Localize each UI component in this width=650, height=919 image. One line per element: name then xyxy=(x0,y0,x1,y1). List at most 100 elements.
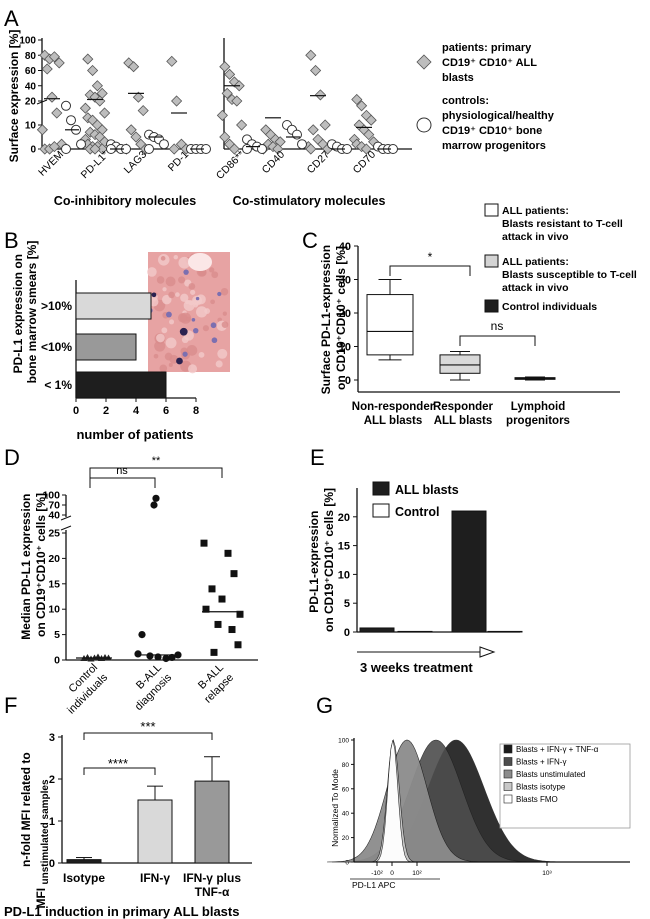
panel-f-bars xyxy=(66,756,230,864)
panel-a-patient-point xyxy=(89,143,101,155)
panel-e: E PD-L1-expression on CD19⁺CD10⁺ cells [… xyxy=(307,445,523,675)
panel-e-y-tick-label: 0 xyxy=(344,627,350,639)
panel-b-micrograph-nucleus xyxy=(217,291,222,297)
panel-f: F n-fold MFI related to MFI unstimulated… xyxy=(4,693,252,919)
panel-a-y-tick-label: 10 xyxy=(25,121,37,132)
panel-b-micrograph-cell xyxy=(159,364,168,373)
panel-e-bar xyxy=(451,510,487,633)
panel-f-y-tick-label: 1 xyxy=(49,816,55,828)
panel-b-letter: B xyxy=(4,228,19,253)
panel-c-y-tick-label: 0 xyxy=(345,375,351,387)
panel-a-patient-point xyxy=(310,64,322,77)
panel-d-ylabel-line1: Median PD-L1 expression xyxy=(19,494,33,640)
panel-d-ylabel-line2: on CD19⁺CD10⁺ cells [%] xyxy=(34,493,48,637)
panel-a-control-point xyxy=(66,115,76,126)
panel-b-micrograph-cell xyxy=(202,325,209,332)
panel-d-diagnosis-point xyxy=(168,653,176,662)
panel-e-y-tick-label: 10 xyxy=(338,569,350,581)
panel-a-patient-point xyxy=(41,63,53,75)
panel-a-patient-point xyxy=(130,131,142,143)
panel-a-y-tick-label: 40 xyxy=(25,81,37,92)
panel-a-patient-point xyxy=(137,105,149,117)
panel-g-y-tick-label: 60 xyxy=(342,786,350,793)
panel-b-micrograph-cell xyxy=(168,291,175,299)
panel-a-patient-point xyxy=(82,53,94,65)
panel-a-patient-point xyxy=(360,143,372,155)
panel-f-sig-bracket xyxy=(83,732,213,740)
panel-b-category-label: <10% xyxy=(41,340,72,354)
panel-c-y-tick-label: 10 xyxy=(339,342,351,354)
panel-a-patient-point xyxy=(216,109,228,121)
panel-b-bars: >10% <10% < 1% xyxy=(41,292,167,399)
panel-a-legend-patients: patients: primary CD19⁺ CD10⁺ ALL blasts xyxy=(442,42,540,84)
panel-a-x-label: CD70 xyxy=(351,149,379,177)
panel-g-ticks: 0 20 40 60 80 100 -10² 0 10² 10³ xyxy=(338,738,552,878)
panel-c-ticks: 0 10 20 30 40 xyxy=(339,241,358,387)
panel-b-bar xyxy=(75,333,137,361)
panel-c-y-tick-label: 30 xyxy=(339,275,351,287)
panel-g-x-tick-label: 0 xyxy=(390,870,394,877)
panel-b-micrograph-cells xyxy=(147,253,229,374)
panel-a-patient-point xyxy=(351,93,363,106)
panel-a-patient-point xyxy=(305,49,317,61)
panel-a-y-tick-label: 0 xyxy=(30,145,36,156)
panel-b-micrograph-cell xyxy=(211,271,219,279)
panel-g-y-tick-label: 100 xyxy=(338,738,349,745)
panel-d-sig-label: ns xyxy=(116,465,128,477)
panel-b-micrograph-nucleus xyxy=(182,351,188,357)
panel-a-y-tick-label: 80 xyxy=(25,51,37,62)
panel-d-relapse-point xyxy=(224,549,232,557)
panel-b-micrograph-nucleus xyxy=(191,317,196,322)
panel-a-y-tick-label: 20 xyxy=(25,97,37,108)
panel-e-ticks: 0 5 10 15 20 xyxy=(338,512,357,639)
panel-b-micrograph-cell xyxy=(162,294,172,305)
panel-e-y-tick-label: 20 xyxy=(338,512,350,524)
panel-a-patient-point xyxy=(99,107,111,119)
panel-g-letter: G xyxy=(316,693,333,718)
panel-a-letter: A xyxy=(4,6,19,31)
panel-b-micrograph-nucleus xyxy=(183,269,189,275)
panel-c-box xyxy=(366,294,414,356)
panel-b-x-tick-label: 8 xyxy=(193,405,199,417)
panel-d-relapse-point xyxy=(228,626,236,634)
panel-d-relapse-point xyxy=(218,595,226,603)
panel-d-y-tick-label: 10 xyxy=(48,604,60,616)
panel-f-x-label: IFN-γ xyxy=(140,871,170,885)
panel-e-bar xyxy=(487,630,523,633)
panel-c-ylabel-line2: on CD19⁺CD10⁺ cells [%] xyxy=(334,246,348,390)
panel-a-patient-point xyxy=(314,89,326,101)
panel-c-letter: C xyxy=(302,228,318,253)
panel-b-ylabel-line1: PD-L1 expression on xyxy=(11,254,25,373)
panel-g: G Normalized To Mode 0 20 40 60 80 100 -10² 0 10… xyxy=(316,693,631,890)
panel-d-relapse-point xyxy=(202,605,210,613)
panel-a-ylabel: Surface expression [%] xyxy=(7,30,21,163)
panel-b-xlabel: number of patients xyxy=(76,427,193,442)
panel-b-x-tick-label: 4 xyxy=(133,405,140,417)
panel-b-micrograph-cell xyxy=(198,351,205,358)
panel-f-bar xyxy=(66,859,102,864)
panel-a-patient-point xyxy=(272,143,284,155)
panel-a-x-label: HVEM xyxy=(36,149,66,179)
panel-f-x-label: TNF-α xyxy=(195,885,230,899)
panel-d-y-tick-label: 100 xyxy=(42,490,60,502)
panel-a-patient-point xyxy=(91,80,103,92)
panel-g-legend-label: Blasts FMO xyxy=(516,795,558,804)
panel-d-ylabel: Median PD-L1 expression on CD19⁺CD10⁺ ce… xyxy=(19,490,48,639)
panel-b-micrograph-nucleus xyxy=(176,357,183,365)
panel-b-bar xyxy=(75,292,152,320)
panel-f-ticks: 0 1 2 3 xyxy=(49,732,62,870)
panel-d: D Median PD-L1 expression on CD19⁺CD10⁺ … xyxy=(4,445,258,716)
panel-a-legend-diamond-marker xyxy=(416,54,432,70)
panel-d-letter: D xyxy=(4,445,20,470)
panel-a-control-point xyxy=(159,139,169,150)
panel-e-ylabel-line2: on CD19⁺CD10⁺ cells [%] xyxy=(322,488,336,632)
panel-b-x-tick-label: 2 xyxy=(103,405,109,417)
panel-g-ylabel: Normalized To Mode xyxy=(330,769,340,847)
panel-a-patient-point xyxy=(87,64,99,77)
panel-a-patient-point xyxy=(363,129,375,141)
panel-b-x-tick-label: 0 xyxy=(73,405,79,417)
panel-e-xlabel: 3 weeks treatment xyxy=(360,660,473,675)
panel-a-control-point xyxy=(297,139,307,150)
panel-c-sig-bracket xyxy=(389,265,471,276)
